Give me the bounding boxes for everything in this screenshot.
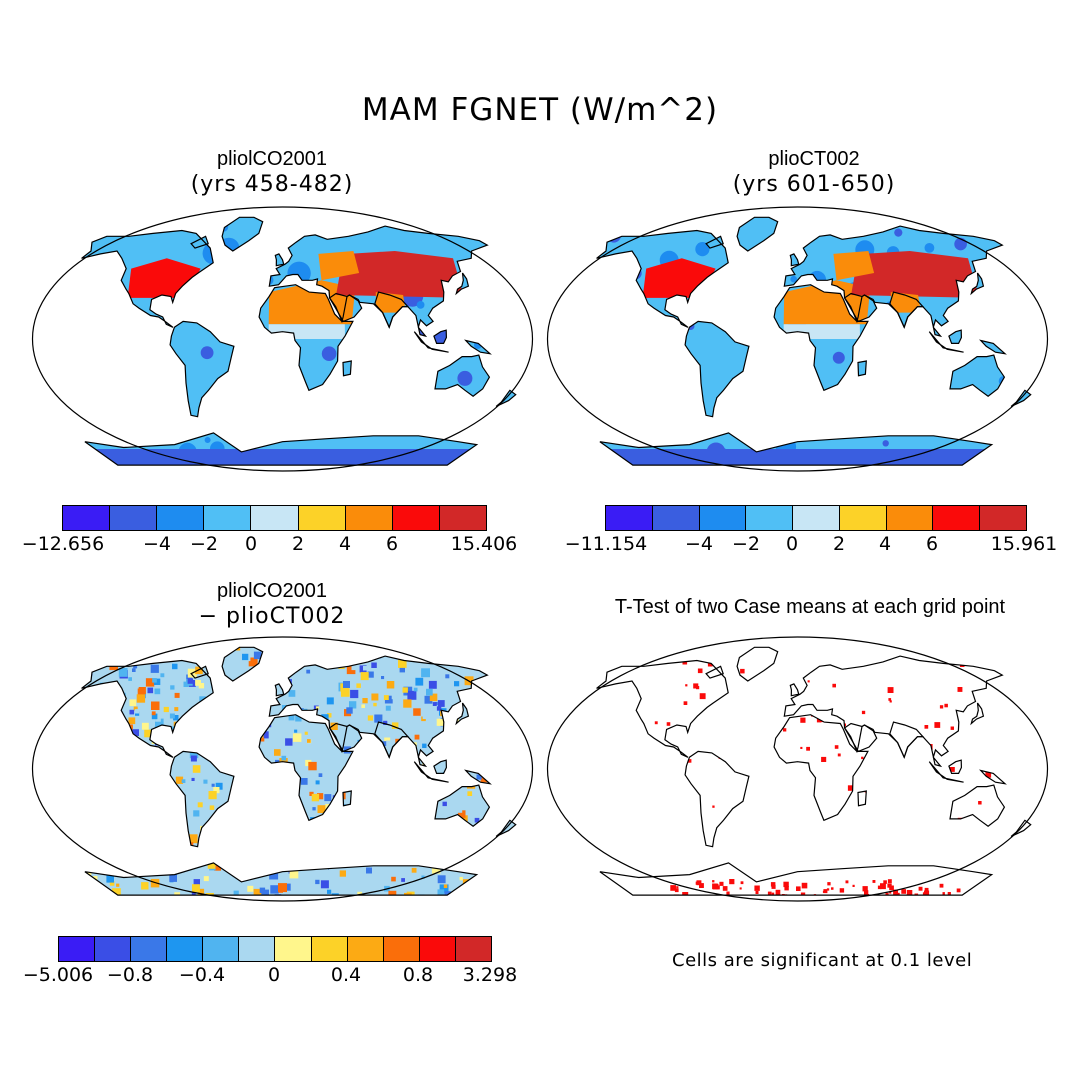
significance-footnote: Cells are significant at 0.1 level (672, 950, 973, 971)
colorbar-box (110, 506, 158, 530)
colorbar-box (203, 937, 240, 961)
colorbar-box (95, 937, 132, 961)
panel-title-bl: pliolCO2001 (216, 580, 328, 602)
land-field (596, 217, 1031, 466)
map-panel-br (546, 636, 1049, 902)
colorbar-tick-label: 2 (832, 533, 846, 555)
coastlines (81, 216, 517, 466)
panel-subtitle-tl: (yrs 458-482) (190, 172, 354, 197)
panel-title-br: T-Test of two Case means at each grid po… (614, 596, 1006, 618)
colorbar-tick-label: 4 (878, 533, 892, 555)
coastlines (81, 646, 517, 896)
panel-subtitle-tr: (yrs 601-650) (732, 172, 896, 197)
colorbar-tick-label: −5.006 (22, 964, 94, 986)
colorbar-tick-label: −2 (189, 533, 219, 555)
colorbar-tick-label: −2 (731, 533, 761, 555)
panel-title-tl: pliolCO2001 (216, 148, 328, 170)
colorbar-box (793, 506, 840, 530)
globe-outline (546, 206, 1049, 472)
colorbar-box (204, 506, 252, 530)
colorbar-tr (605, 505, 1027, 531)
colorbar-box (59, 937, 96, 961)
colorbar-tick-label: 2 (291, 533, 305, 555)
colorbar-tick-label: 0 (267, 964, 281, 986)
colorbar-box (131, 937, 168, 961)
colorbar-tick-label: 3.298 (462, 964, 518, 986)
colorbar-tick-label: −12.656 (21, 533, 105, 555)
coastlines (596, 216, 1032, 466)
globe-outline (31, 636, 534, 902)
colorbar-box (275, 937, 312, 961)
colorbar-box (980, 506, 1027, 530)
colorbar-box (167, 937, 204, 961)
colorbar-tick-label: −0.4 (178, 964, 226, 986)
globe-outline (31, 206, 534, 472)
colorbar-box (933, 506, 981, 530)
colorbar-box (652, 506, 700, 530)
colorbar-tick-label: 0 (785, 533, 799, 555)
land-field (81, 647, 516, 896)
panel-title-tr: plioCT002 (768, 148, 860, 170)
colorbar-tick-label: 6 (925, 533, 939, 555)
colorbar-box (383, 937, 420, 961)
colorbar-box (455, 937, 491, 961)
coastlines (596, 646, 1032, 896)
colorbar-box (298, 506, 346, 530)
colorbar-box (439, 506, 486, 530)
colorbar-box (157, 506, 205, 530)
map-panel-tr (546, 206, 1049, 472)
colorbar-tick-label: 4 (338, 533, 352, 555)
colorbar-tick-label: −4 (142, 533, 172, 555)
colorbar-tick-label: 6 (385, 533, 399, 555)
colorbar-bl (58, 936, 492, 962)
colorbar-box (239, 937, 276, 961)
map-panel-tl (31, 206, 534, 472)
land-field (81, 217, 516, 466)
colorbar-tick-label: 0.8 (402, 964, 434, 986)
figure-title: MAM FGNET (W/m^2) (361, 92, 719, 128)
colorbar-tick-label: −11.154 (564, 533, 648, 555)
colorbar-box (419, 937, 456, 961)
colorbar-box (311, 937, 348, 961)
colorbar-tl (62, 505, 487, 531)
colorbar-box (886, 506, 934, 530)
colorbar-tick-label: −4 (684, 533, 714, 555)
panel-subtitle-bl: − plioCT002 (198, 604, 346, 629)
land-field (598, 654, 1031, 896)
colorbar-tick-label: −0.8 (106, 964, 154, 986)
colorbar-box (251, 506, 299, 530)
colorbar-box (347, 937, 384, 961)
colorbar-box (746, 506, 794, 530)
colorbar-tick-label: 15.961 (990, 533, 1058, 555)
colorbar-box (345, 506, 393, 530)
colorbar-box (839, 506, 887, 530)
colorbar-tick-label: 0 (244, 533, 258, 555)
globe-outline (546, 636, 1049, 902)
colorbar-box (392, 506, 440, 530)
map-panel-bl (31, 636, 534, 902)
colorbar-box (699, 506, 747, 530)
colorbar-box (63, 506, 111, 530)
colorbar-tick-label: 15.406 (450, 533, 518, 555)
colorbar-box (606, 506, 653, 530)
colorbar-tick-label: 0.4 (330, 964, 362, 986)
